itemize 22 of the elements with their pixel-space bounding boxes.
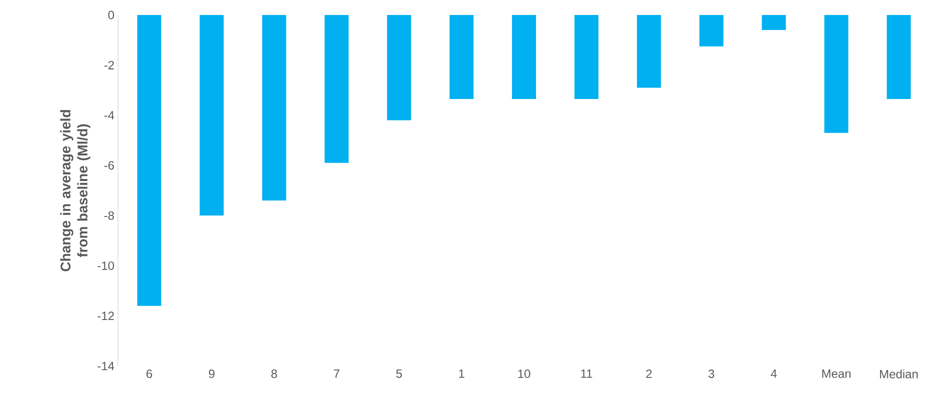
x-tick-label: 10 [518, 370, 530, 378]
x-tick-label: 11 [581, 370, 592, 378]
x-tick-label: 8 [271, 370, 277, 378]
y-tick-label: -2 [104, 60, 114, 70]
x-tick-label: 4 [770, 370, 777, 378]
x-tick-label: Mean [822, 370, 851, 378]
y-tick-label: 0 [108, 10, 114, 20]
x-tick-label: 7 [334, 370, 340, 378]
y-tick-label: -12 [98, 312, 114, 320]
x-tick-label: 1 [459, 370, 464, 378]
y-tick-label: -6 [104, 161, 114, 170]
y-tick-label: -8 [104, 211, 114, 220]
x-tick-label: 2 [646, 370, 652, 378]
x-tick-label: 3 [708, 370, 714, 378]
y-axis-title: Change in average yield from baseline (Ml/d) [60, 110, 90, 272]
y-tick-label: -14 [98, 362, 114, 370]
x-tick-label: 6 [146, 370, 152, 378]
x-tick-label: Median [880, 370, 918, 378]
y-tick-label: -10 [98, 261, 114, 270]
x-tick-label: 9 [208, 370, 214, 378]
y-tick-label: -4 [104, 111, 114, 120]
x-tick-label: 5 [396, 370, 402, 378]
